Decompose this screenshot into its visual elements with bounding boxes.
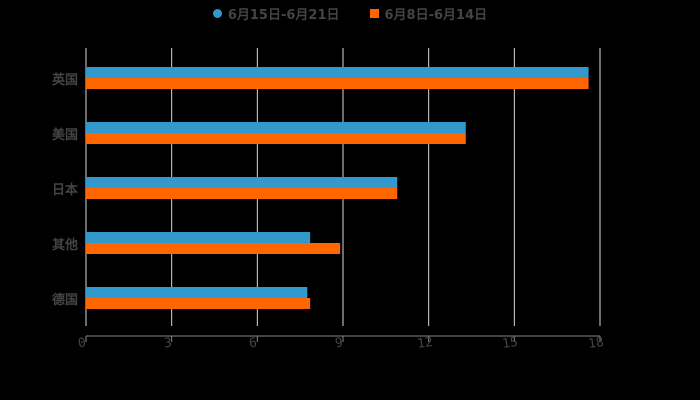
legend-label: 6月8日-6月14日 — [384, 8, 488, 23]
bar-orange[interactable] — [86, 188, 398, 199]
bar-orange[interactable] — [86, 298, 311, 309]
bar-blue[interactable] — [86, 287, 308, 298]
legend-label: 6月15日-6月21日 — [227, 8, 340, 23]
bar-blue[interactable] — [86, 67, 589, 78]
category-label: 日本 — [51, 183, 78, 198]
legend-swatch-orange — [369, 9, 379, 18]
x-tick-label: 15 — [501, 334, 520, 353]
category-label: 美国 — [51, 128, 78, 143]
bar-orange[interactable] — [86, 133, 466, 144]
bar-orange[interactable] — [86, 78, 589, 89]
bar-orange[interactable] — [86, 243, 341, 254]
chart-legend: 6月15日-6月21日 6月8日-6月14日 — [0, 4, 700, 23]
legend-swatch-blue — [212, 9, 222, 18]
x-tick-label: 12 — [415, 334, 434, 353]
category-label: 德国 — [51, 293, 78, 308]
category-label: 英国 — [51, 73, 78, 88]
bar-blue[interactable] — [86, 177, 398, 188]
x-tick-label: 18 — [587, 334, 605, 353]
bar-blue[interactable] — [86, 232, 311, 243]
category-label: 其他 — [51, 238, 78, 253]
x-tick-label: 3 — [162, 335, 173, 352]
bar-blue[interactable] — [86, 122, 466, 133]
legend-item-series-0[interactable]: 6月15日-6月21日 — [212, 4, 340, 23]
legend-item-series-1[interactable]: 6月8日-6月14日 — [369, 4, 488, 23]
